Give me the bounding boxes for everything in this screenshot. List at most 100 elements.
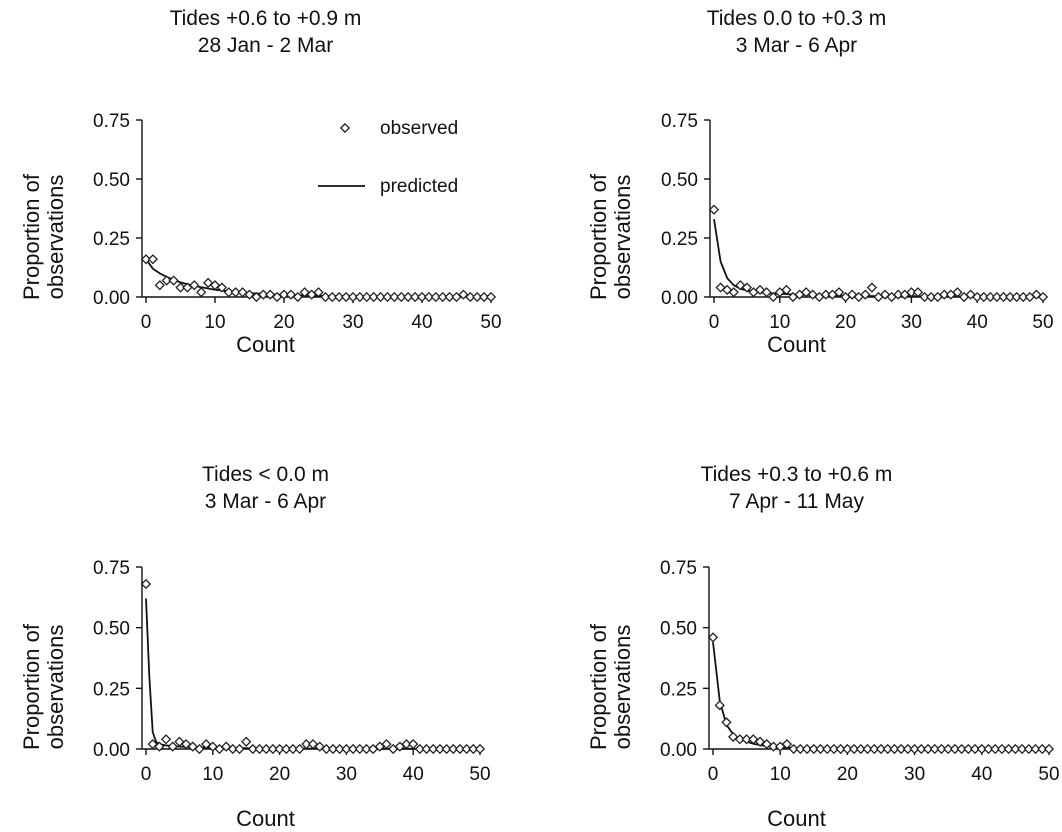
observed-point (454, 743, 466, 755)
observed-point (956, 743, 967, 755)
observed-point (354, 743, 365, 755)
observed-point (307, 739, 319, 750)
chart-title-line-1: Tides 0.0 to +0.3 m (706, 7, 887, 30)
observed-point (361, 743, 372, 755)
observed-point (1017, 743, 1028, 755)
chart-title-line-2: 3 Mar - 6 Apr (735, 34, 858, 57)
observed-point (340, 291, 352, 303)
observed-point (939, 289, 950, 300)
observed-point (261, 743, 272, 755)
observed-point (465, 291, 476, 303)
y-tick-label: 0.00 (93, 740, 130, 761)
observed-point (278, 289, 290, 300)
observed-point (361, 291, 372, 303)
observed-point (478, 291, 490, 303)
observed-point (761, 739, 772, 750)
observed-point (428, 743, 439, 755)
observed-point (147, 254, 159, 265)
observed-point (167, 741, 178, 752)
observed-point (1003, 743, 1014, 755)
observed-point (474, 743, 486, 755)
observed-point (708, 204, 720, 215)
observed-point (963, 743, 974, 755)
observed-point (996, 743, 1008, 755)
chart-title-line-1: Tides < 0.0 m (201, 463, 330, 486)
observed-point (875, 743, 887, 755)
observed-point (154, 280, 165, 291)
observed-point (728, 287, 739, 298)
x-tick-label: 30 (904, 764, 925, 785)
x-tick-label: 50 (469, 764, 490, 785)
observed-point (334, 743, 345, 755)
x-tick-label: 0 (141, 312, 152, 333)
x-tick-label: 0 (708, 764, 719, 785)
x-tick-label: 40 (967, 312, 988, 333)
chart-panel-2: Tides < 0.0 m 3 Mar - 6 Apr Proportion o… (0, 416, 531, 832)
chart-title-line-1: Tides +0.6 to +0.9 m (169, 7, 362, 30)
observed-point (381, 739, 392, 750)
y-tick-label: 0.00 (660, 740, 697, 761)
observed-point (882, 743, 893, 755)
observed-point (401, 739, 412, 750)
observed-point (347, 291, 359, 303)
observed-point (247, 743, 258, 755)
y-tick-label: 0.25 (93, 679, 130, 700)
observed-point (334, 291, 345, 303)
x-tick-label: 20 (835, 312, 856, 333)
chart-panel-0: Tides +0.6 to +0.9 m 28 Jan - 2 Mar Prop… (0, 0, 531, 416)
observed-point (781, 739, 793, 750)
legend-observed-marker (339, 122, 351, 134)
observed-point (714, 700, 725, 711)
observed-point (902, 743, 913, 755)
observed-point (1030, 743, 1041, 755)
observed-point (254, 743, 265, 755)
observed-point (341, 743, 352, 755)
observed-point (227, 743, 238, 755)
observed-point (741, 734, 752, 745)
observed-point (189, 280, 200, 291)
observed-point (223, 287, 234, 298)
observed-point (201, 739, 212, 750)
observed-point (768, 741, 779, 752)
chart-panel-1: Tides 0.0 to +0.3 m 3 Mar - 6 Apr Propor… (531, 0, 1062, 416)
observed-point (866, 282, 878, 293)
observed-point (1037, 291, 1049, 303)
observed-point (820, 289, 831, 300)
observed-point (1037, 743, 1048, 755)
observed-point (912, 287, 924, 298)
x-tick-label: 50 (1032, 312, 1053, 333)
observed-point (1004, 291, 1016, 303)
observed-point (998, 291, 1009, 303)
observed-point (761, 287, 772, 298)
observed-point (485, 291, 497, 303)
chart-title-line-1: Tides +0.3 to +0.6 m (700, 463, 893, 486)
x-tick-label: 30 (336, 764, 357, 785)
observed-point (842, 743, 853, 755)
predicted-line (145, 598, 481, 750)
observed-point (869, 743, 880, 755)
observed-point (990, 743, 1001, 755)
x-tick-label: 10 (769, 312, 790, 333)
observed-point (441, 743, 452, 755)
observed-point (234, 743, 245, 755)
chart-title-line-2: 7 Apr - 11 May (728, 490, 864, 513)
observed-point (175, 282, 186, 293)
observed-point (929, 743, 940, 755)
x-tick-label: 0 (709, 312, 720, 333)
observed-point (985, 291, 996, 303)
observed-point (313, 287, 324, 298)
legend-predicted-label: predicted (380, 176, 458, 197)
x-tick-label: 0 (141, 764, 152, 785)
observed-point (983, 743, 994, 755)
observed-point (258, 289, 269, 300)
x-tick-label: 10 (202, 764, 223, 785)
plot-area: 0.00 0.25 0.50 0.75 0 10 20 30 40 50 (93, 558, 491, 785)
observed-point (781, 284, 792, 296)
observed-point (822, 743, 833, 755)
observed-point (354, 291, 366, 303)
observed-point (140, 254, 152, 265)
observed-point (969, 743, 981, 755)
observed-point (327, 291, 338, 303)
x-tick-label: 20 (269, 764, 290, 785)
x-axis-label: Count (236, 332, 295, 357)
